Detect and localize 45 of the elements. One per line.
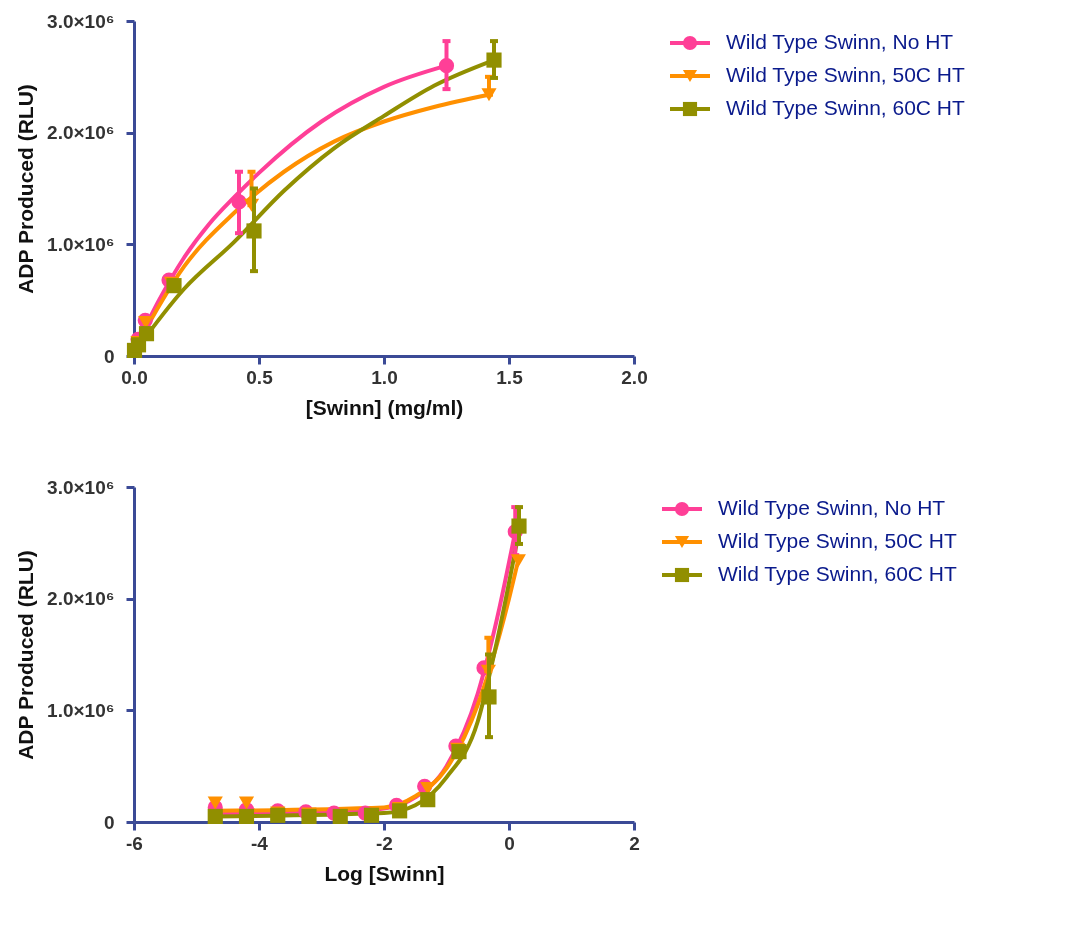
x-tick-label: 1.5 xyxy=(496,366,524,388)
y-tick-label: 0 xyxy=(103,345,115,367)
point xyxy=(451,744,467,760)
x-tick-label: 2 xyxy=(629,832,640,854)
point xyxy=(363,807,380,823)
x-tick-label: 0.5 xyxy=(246,366,274,388)
y-tick-label: 3.0×10⁶ xyxy=(47,10,115,32)
x-tick-label: -2 xyxy=(376,832,393,854)
x-tick-label: 0 xyxy=(504,832,515,854)
point xyxy=(231,194,247,210)
y-axis-title: ADP Produced (RLU) xyxy=(14,550,38,760)
y-tick-label: 1.0×10⁶ xyxy=(47,233,115,255)
point xyxy=(238,796,255,810)
point xyxy=(238,808,255,824)
y-tick-label: 2.0×10⁶ xyxy=(47,588,115,610)
y-tick-label: 3.0×10⁶ xyxy=(47,476,115,498)
point xyxy=(438,58,455,74)
point xyxy=(207,796,223,810)
x-tick-label: -4 xyxy=(251,832,269,854)
x-tick-label: -6 xyxy=(126,832,143,854)
legend-label: Wild Type Swinn, 60C HT xyxy=(726,96,966,119)
point xyxy=(420,792,436,808)
point xyxy=(481,689,497,705)
point xyxy=(166,278,182,294)
x-axis-title: [Swinn] (mg/ml) xyxy=(305,395,464,419)
y-axis-title: ADP Produced (RLU) xyxy=(14,84,38,294)
legend-label: Wild Type Swinn, 60C HT xyxy=(718,562,958,585)
y-tick-label: 1.0×10⁶ xyxy=(47,699,115,721)
point xyxy=(138,326,155,342)
point xyxy=(207,808,223,824)
point xyxy=(481,88,497,102)
x-axis-title: Log [Swinn] xyxy=(324,861,445,885)
y-tick-label: 2.0×10⁶ xyxy=(47,122,115,144)
point xyxy=(332,808,348,824)
x-tick-label: 1.0 xyxy=(371,366,398,388)
x-tick-label: 0.0 xyxy=(121,366,148,388)
legend-label: Wild Type Swinn, 50C HT xyxy=(726,63,966,86)
x-tick-label: 2.0 xyxy=(621,366,648,388)
point xyxy=(486,52,502,68)
legend-label: Wild Type Swinn, No HT xyxy=(718,496,946,519)
point xyxy=(246,223,262,239)
point xyxy=(511,518,527,534)
y-tick-label: 0 xyxy=(103,811,115,833)
legend-label: Wild Type Swinn, 50C HT xyxy=(718,529,958,552)
legend-label: Wild Type Swinn, No HT xyxy=(726,30,954,53)
